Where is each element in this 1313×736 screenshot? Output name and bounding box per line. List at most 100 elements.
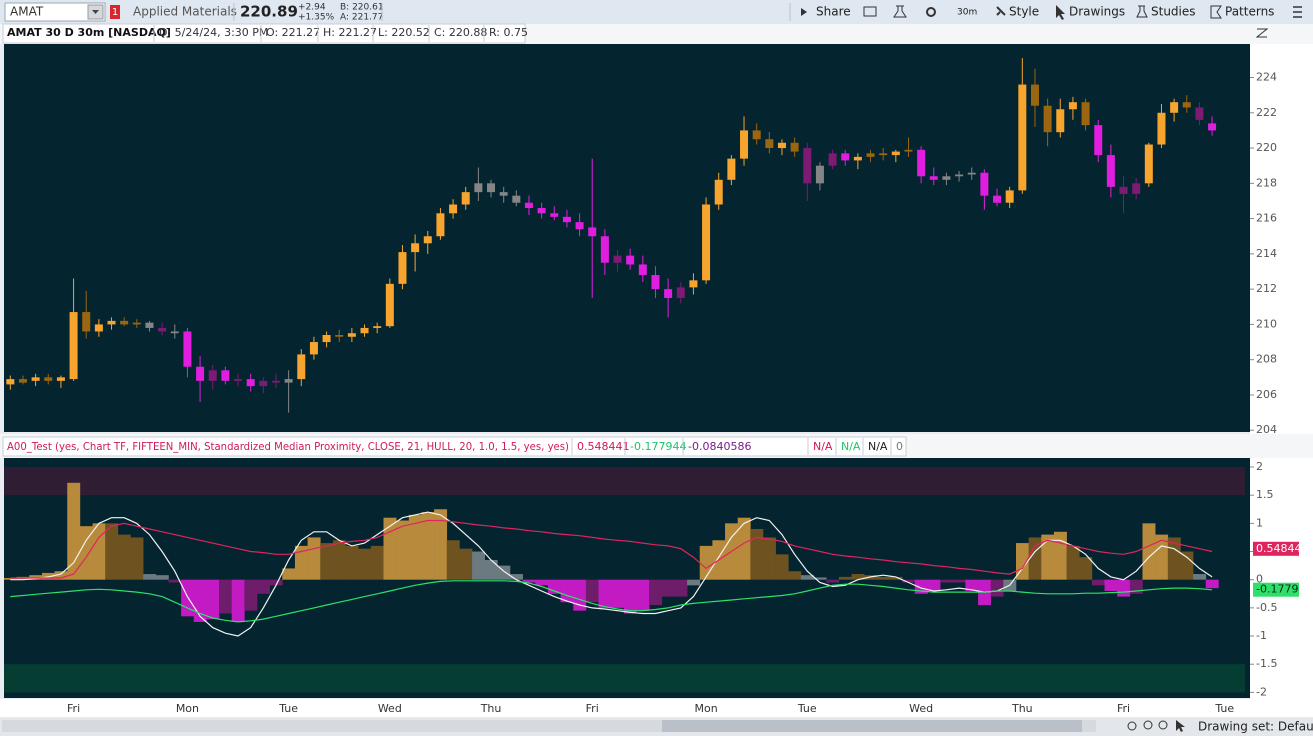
histogram-bar <box>1180 551 1194 580</box>
histogram-bar <box>370 545 384 580</box>
crosshair-button[interactable] <box>1127 721 1137 731</box>
candle-body <box>676 287 685 298</box>
value-marker-label: -0.1779 <box>1256 583 1298 596</box>
histogram-bar <box>1155 534 1169 580</box>
y-tick-label: 222 <box>1256 106 1277 119</box>
candle-body <box>234 379 243 381</box>
study-readout: -0.177944 <box>630 440 686 453</box>
badge[interactable] <box>110 5 120 19</box>
studies-button[interactable]: Studies <box>1151 5 1196 19</box>
header-field: H: 221.27 <box>323 26 377 39</box>
y-tick-label: -2 <box>1256 685 1267 698</box>
candle-body <box>714 179 723 205</box>
candle-body <box>1157 112 1166 145</box>
candle-body <box>613 255 622 263</box>
candle-body <box>879 153 888 156</box>
menu-button[interactable] <box>1293 6 1302 18</box>
histogram-bar <box>851 574 865 580</box>
y-tick-label: 208 <box>1256 353 1277 366</box>
candle-body <box>777 142 786 149</box>
candle-body <box>82 312 91 332</box>
study-status: 0 <box>896 440 903 453</box>
flask-button[interactable] <box>893 5 907 18</box>
patterns-button[interactable]: Patterns <box>1225 5 1274 19</box>
style-button[interactable]: Style <box>1009 5 1039 19</box>
histogram-bar <box>1079 557 1093 580</box>
candle-body <box>423 236 432 244</box>
camera-button[interactable] <box>863 6 877 17</box>
histogram-bar <box>130 537 144 580</box>
drawings-button[interactable]: Drawings <box>1069 5 1125 19</box>
zoom-out-button[interactable] <box>1158 720 1168 730</box>
y-tick-label: 214 <box>1256 247 1277 260</box>
x-tick-label: Tue <box>797 702 817 715</box>
candle-body <box>1182 102 1191 108</box>
gear-button[interactable] <box>926 7 936 17</box>
y-tick-label: 1.5 <box>1256 488 1274 501</box>
candle-body <box>6 379 15 385</box>
value-marker <box>1253 541 1299 556</box>
candle-body <box>967 172 976 175</box>
histogram-bar <box>598 579 612 608</box>
histogram-bar <box>649 579 663 606</box>
share-button[interactable]: Share <box>816 5 851 19</box>
candle-body <box>600 236 609 263</box>
candle-body <box>853 156 862 161</box>
x-tick-label: Fri <box>586 702 599 715</box>
candle-body <box>196 366 205 381</box>
cursor-button[interactable] <box>1176 720 1185 732</box>
candle-body <box>866 153 875 157</box>
candle-body <box>942 176 951 180</box>
histogram-bar <box>1053 531 1067 580</box>
histogram-bar <box>345 545 359 580</box>
zoom-in-button[interactable] <box>1143 720 1153 730</box>
candle-body <box>436 213 445 237</box>
indicator-axis <box>1250 458 1313 700</box>
bid: B: 220.61 <box>340 3 384 13</box>
last-price: 220.89 <box>240 3 298 21</box>
candle-body <box>752 130 761 140</box>
timeframe-button[interactable]: 30m <box>957 8 977 18</box>
x-tick-label: Mon <box>694 702 717 715</box>
style-icon <box>996 6 1006 16</box>
candle-body <box>841 153 850 161</box>
scroll-thumb[interactable] <box>662 720 1082 732</box>
candle-body <box>360 327 369 334</box>
histogram-bar <box>1205 579 1219 589</box>
candle-body <box>740 130 749 159</box>
histogram-bar <box>155 575 169 580</box>
candle-body <box>347 333 356 337</box>
candle-body <box>183 331 192 367</box>
histogram-bar <box>889 576 903 580</box>
histogram-bar <box>800 575 814 580</box>
company: Applied Materials <box>133 5 237 19</box>
candle-body <box>1144 144 1153 184</box>
histogram-bar <box>902 579 916 583</box>
dropdown-arrow <box>92 10 99 14</box>
candle-body <box>980 172 989 196</box>
time-axis <box>0 699 1313 717</box>
candle-body <box>474 183 483 193</box>
y-tick-label: 220 <box>1256 141 1277 154</box>
expand-icon[interactable] <box>1255 28 1269 38</box>
x-tick-label: Thu <box>1011 702 1033 715</box>
candle-body <box>120 320 129 325</box>
candle-body <box>1068 102 1077 110</box>
candle-body <box>31 377 40 381</box>
candle-body <box>246 379 255 387</box>
header-field: D: 5/24/24, 3:30 PM <box>159 26 268 39</box>
histogram-bar <box>92 523 106 580</box>
candle-body <box>790 142 799 152</box>
candle-body <box>765 139 774 149</box>
histogram-bar <box>585 579 599 603</box>
histogram-bar <box>535 579 549 586</box>
histogram-bar <box>320 543 334 580</box>
histogram-bar <box>294 545 308 580</box>
candle-body <box>955 174 964 177</box>
histogram-bar <box>661 579 675 597</box>
x-tick-label: Wed <box>909 702 933 715</box>
value-marker-label: 0.54844 <box>1256 542 1302 555</box>
histogram-bar <box>79 526 93 580</box>
symbol-box[interactable] <box>4 2 106 22</box>
